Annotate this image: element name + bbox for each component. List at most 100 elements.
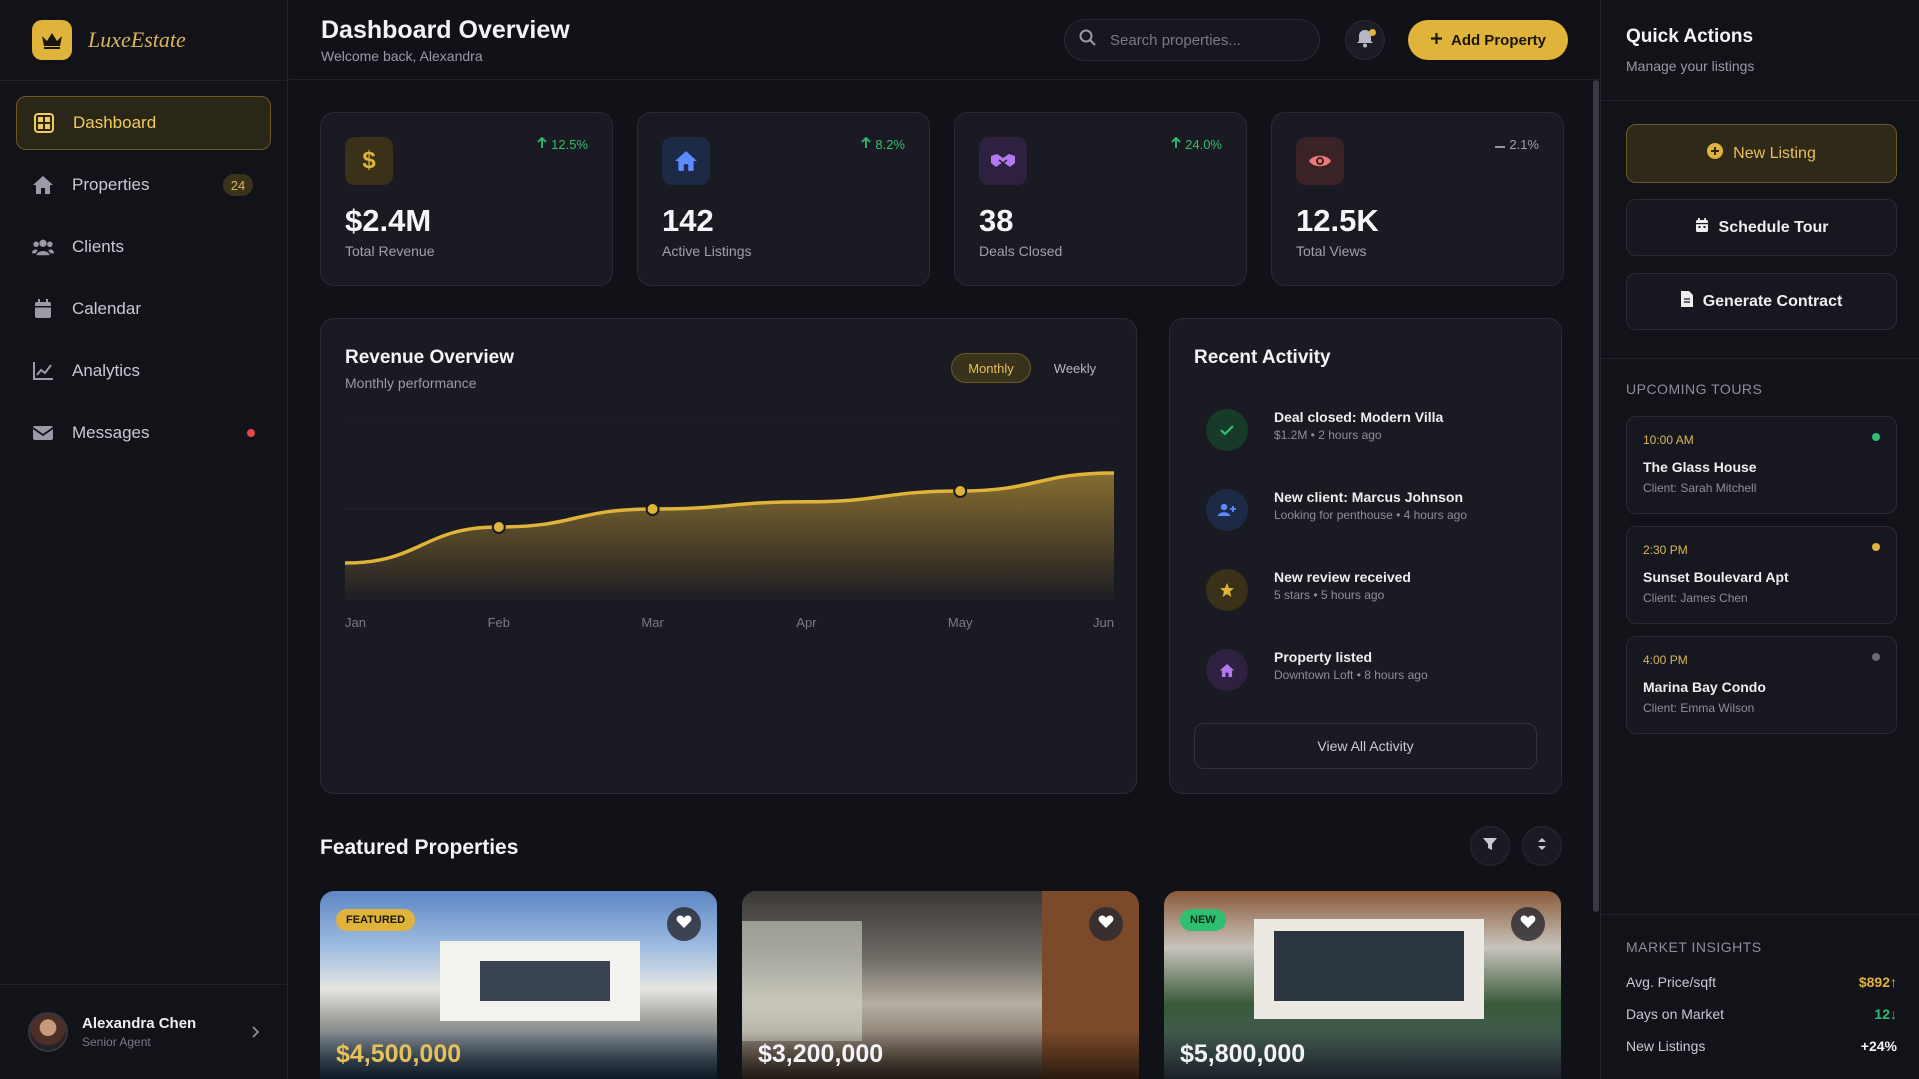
search-icon <box>1079 29 1096 51</box>
tour-card[interactable]: 4:00 PM Marina Bay Condo Client: Emma Wi… <box>1626 636 1897 734</box>
brand-name: LuxeEstate <box>88 27 186 52</box>
add-property-button[interactable]: Add Property <box>1408 20 1568 60</box>
activity-item[interactable]: New client: Marcus Johnson Looking for p… <box>1206 485 1546 545</box>
tour-client: Client: Sarah Mitchell <box>1643 481 1757 495</box>
toggle-weekly[interactable]: Weekly <box>1053 360 1097 376</box>
tour-card[interactable]: 10:00 AM The Glass House Client: Sarah M… <box>1626 416 1897 514</box>
sidebar-nav: Dashboard Properties 24 Clients Calenda <box>16 96 271 468</box>
panel-title: Revenue Overview <box>345 347 514 368</box>
tour-card[interactable]: 2:30 PM Sunset Boulevard Apt Client: Jam… <box>1626 526 1897 624</box>
property-price: $4,500,000 <box>336 1040 462 1068</box>
panel-subtitle: Monthly performance <box>345 375 477 391</box>
stat-label: Active Listings <box>662 243 752 259</box>
filter-button[interactable] <box>1470 826 1510 866</box>
revenue-chart: Jan Feb Mar Apr May Jun <box>344 419 1115 630</box>
x-tick-label: Jun <box>1093 615 1114 630</box>
trend-indicator: 24.0% <box>1171 136 1222 152</box>
x-tick-label: May <box>948 615 973 630</box>
sort-button[interactable] <box>1522 826 1562 866</box>
user-plus-icon <box>1206 489 1248 531</box>
sidebar-item-clients[interactable]: Clients <box>16 220 271 274</box>
value-text: +24% <box>1860 1038 1897 1054</box>
favorite-button[interactable] <box>1511 907 1545 941</box>
section-title: Featured Properties <box>320 836 519 859</box>
notifications-button[interactable] <box>1345 20 1385 60</box>
activity-item[interactable]: Deal closed: Modern Villa $1.2M • 2 hour… <box>1206 405 1546 465</box>
activity-meta: 5 stars • 5 hours ago <box>1274 588 1385 602</box>
stat-value: 38 <box>979 203 1014 238</box>
search-input[interactable] <box>1110 31 1290 49</box>
trend-value: 24.0% <box>1185 137 1222 152</box>
quick-actions-panel: Quick Actions Manage your listings New L… <box>1600 0 1919 1079</box>
sidebar-item-analytics[interactable]: Analytics <box>16 344 271 398</box>
avatar <box>28 1012 68 1052</box>
user-info: Alexandra Chen Senior Agent <box>82 1015 196 1049</box>
document-icon <box>1680 291 1693 312</box>
sidebar-item-dashboard[interactable]: Dashboard <box>16 96 271 150</box>
revenue-area <box>345 473 1114 599</box>
section-heading: MARKET INSIGHTS <box>1626 939 1762 955</box>
logo[interactable]: LuxeEstate <box>32 20 186 60</box>
sidebar-item-label: Analytics <box>72 361 141 380</box>
stat-label: Total Views <box>1296 243 1367 259</box>
property-card[interactable]: NEW $5,800,000 <box>1164 891 1561 1079</box>
arrow-up-icon: ↑ <box>1890 974 1897 990</box>
tour-client: Client: Emma Wilson <box>1643 701 1755 715</box>
sidebar-item-calendar[interactable]: Calendar <box>16 282 271 336</box>
tour-name: The Glass House <box>1643 459 1757 475</box>
activity-title: Deal closed: Modern Villa <box>1274 409 1444 425</box>
favorite-button[interactable] <box>1089 907 1123 941</box>
activity-item[interactable]: Property listed Downtown Loft • 8 hours … <box>1206 645 1546 705</box>
x-tick-label: Apr <box>796 615 817 630</box>
stat-label: Total Revenue <box>345 243 435 259</box>
market-label: New Listings <box>1626 1038 1706 1054</box>
unread-dot <box>247 429 255 437</box>
trend-value: 2.1% <box>1509 137 1539 152</box>
property-window <box>480 961 610 1001</box>
divider <box>0 80 288 81</box>
schedule-tour-button[interactable]: Schedule Tour <box>1626 199 1897 256</box>
sort-icon <box>1537 837 1547 856</box>
property-window <box>1274 931 1464 1001</box>
activity-item[interactable]: New review received 5 stars • 5 hours ag… <box>1206 565 1546 625</box>
eye-icon <box>1296 137 1344 185</box>
tour-time: 10:00 AM <box>1643 433 1694 447</box>
arrow-up-icon <box>537 136 547 152</box>
generate-contract-button[interactable]: Generate Contract <box>1626 273 1897 330</box>
property-card[interactable]: FEATURED $4,500,000 <box>320 891 717 1079</box>
tour-name: Sunset Boulevard Apt <box>1643 569 1789 585</box>
divider <box>1601 914 1919 915</box>
data-point-feb[interactable] <box>491 520 506 534</box>
search-box[interactable] <box>1064 19 1320 61</box>
count-badge: 24 <box>223 174 253 196</box>
scrollbar[interactable] <box>1593 80 1599 912</box>
toggle-monthly[interactable]: Monthly <box>951 353 1031 383</box>
user-profile[interactable]: Alexandra Chen Senior Agent <box>0 984 288 1079</box>
x-tick-label: Mar <box>641 615 664 630</box>
calendar-icon <box>32 298 54 320</box>
data-point-may[interactable] <box>953 484 968 498</box>
activity-meta: $1.2M • 2 hours ago <box>1274 428 1382 442</box>
favorite-button[interactable] <box>667 907 701 941</box>
stat-value: 142 <box>662 203 714 238</box>
button-label: New Listing <box>1733 144 1816 162</box>
property-card[interactable]: $3,200,000 <box>742 891 1139 1079</box>
stat-card-revenue: $ 12.5% $2.4M Total Revenue <box>320 112 613 286</box>
new-listing-button[interactable]: New Listing <box>1626 124 1897 183</box>
data-point-mar[interactable] <box>645 502 660 516</box>
page-subtitle: Welcome back, Alexandra <box>321 48 483 64</box>
handshake-icon <box>979 137 1027 185</box>
user-name: Alexandra Chen <box>82 1015 197 1032</box>
property-image <box>742 921 862 1041</box>
trend-indicator: 2.1% <box>1495 137 1539 152</box>
dollar-icon: $ <box>345 137 393 185</box>
view-all-activity-button[interactable]: View All Activity <box>1194 723 1537 769</box>
filter-icon <box>1483 837 1497 856</box>
heart-icon <box>1098 915 1114 934</box>
home-icon <box>1206 649 1248 691</box>
star-icon <box>1206 569 1248 611</box>
stat-value: 12.5K <box>1296 203 1379 238</box>
stat-card-views: 2.1% 12.5K Total Views <box>1271 112 1564 286</box>
sidebar-item-properties[interactable]: Properties 24 <box>16 158 271 212</box>
sidebar-item-messages[interactable]: Messages <box>16 406 271 460</box>
